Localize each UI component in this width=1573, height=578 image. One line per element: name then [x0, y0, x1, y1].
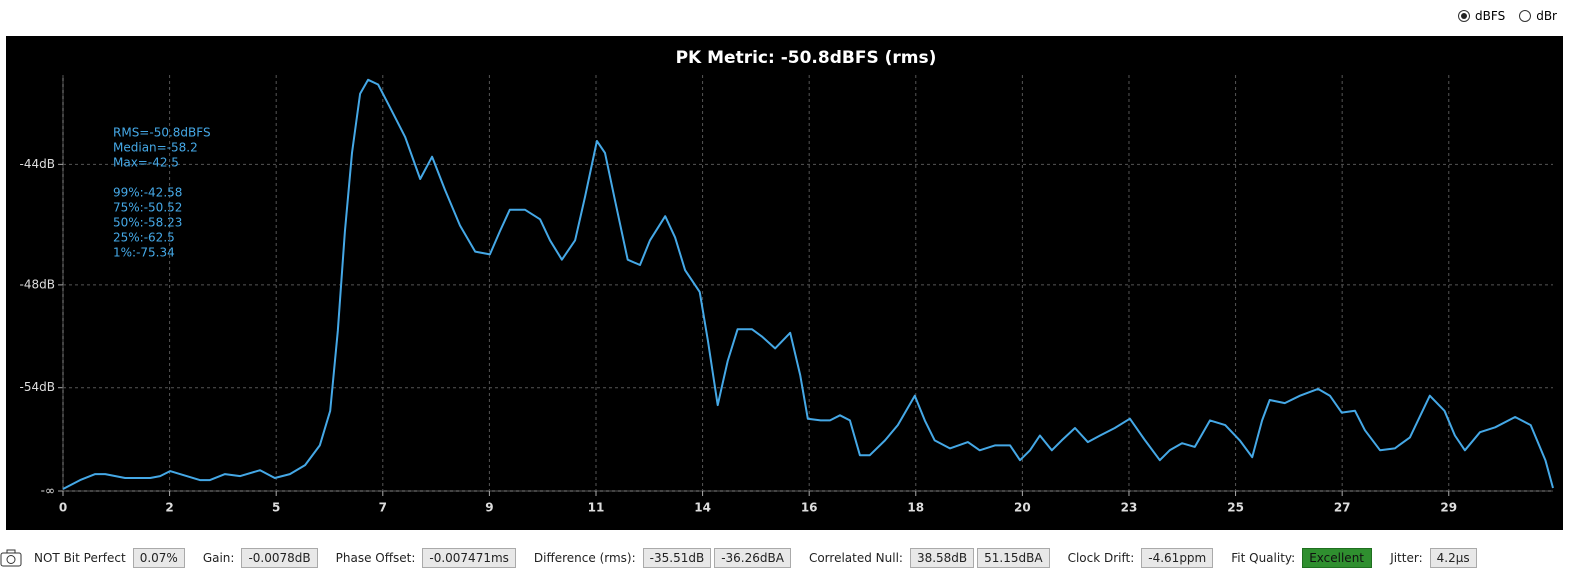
- status-label: Gain:: [202, 551, 235, 565]
- x-tick-label: 27: [1334, 501, 1351, 515]
- status-value: 38.58dB: [909, 548, 975, 568]
- status-label: Clock Drift:: [1067, 551, 1135, 565]
- x-tick-label: 2: [165, 501, 173, 515]
- status-field: Fit Quality: Excellent: [1231, 548, 1373, 568]
- status-value: 0.07%: [132, 548, 185, 568]
- percentile-annotation: 50%:-58.23: [113, 216, 182, 230]
- status-label: Phase Offset:: [335, 551, 416, 565]
- x-tick-label: 23: [1121, 501, 1138, 515]
- status-value: -0.0078dB: [241, 548, 318, 568]
- stat-annotation: Median=-58.2: [113, 141, 198, 155]
- x-tick-label: 0: [59, 501, 67, 515]
- chart-title: PK Metric: -50.8dBFS (rms): [676, 48, 937, 68]
- status-label: NOT Bit Perfect: [34, 551, 126, 565]
- chart-background: [6, 36, 1563, 530]
- status-value: 51.15dBA: [977, 548, 1050, 568]
- x-tick-label: 16: [801, 501, 818, 515]
- y-tick-label: -54dB: [20, 380, 55, 394]
- status-field: Correlated Null: 38.58dB 51.15dBA: [809, 548, 1050, 568]
- data-line: [62, 78, 1554, 490]
- status-field: Phase Offset: -0.007471ms: [336, 548, 516, 568]
- radio-dbr[interactable]: dBr: [1519, 9, 1557, 23]
- x-tick-label: 20: [1014, 501, 1031, 515]
- status-value: Excellent: [1302, 548, 1373, 568]
- stat-annotation: Max=-42.5: [113, 156, 179, 170]
- x-tick-label: 25: [1227, 501, 1244, 515]
- x-tick-label: 29: [1440, 501, 1457, 515]
- y-tick-label: -44dB: [20, 157, 55, 171]
- status-label: Fit Quality:: [1231, 551, 1296, 565]
- status-value: -35.51dB: [642, 548, 712, 568]
- status-value: 4.2µs: [1429, 548, 1477, 568]
- radio-indicator[interactable]: [1519, 10, 1532, 22]
- status-label: Jitter:: [1390, 551, 1423, 565]
- radio-label[interactable]: dBr: [1536, 9, 1557, 23]
- status-value: -36.26dBA: [714, 548, 791, 568]
- status-bar: NOT Bit Perfect 0.07% Gain: -0.0078dB Phase …: [0, 545, 1573, 571]
- unit-options: dBFS dBr: [1458, 9, 1557, 23]
- radio-dbfs[interactable]: dBFS: [1458, 9, 1505, 23]
- status-value: -4.61ppm: [1141, 548, 1214, 568]
- x-tick-label: 5: [272, 501, 280, 515]
- stat-annotation: RMS=-50.8dBFS: [113, 126, 211, 140]
- percentile-annotation: 1%:-75.34: [113, 246, 175, 260]
- status-fields: NOT Bit Perfect 0.07% Gain: -0.0078dB Phase …: [34, 548, 1495, 568]
- x-tick-label: 7: [379, 501, 387, 515]
- y-tick-label: -48dB: [20, 277, 55, 291]
- x-tick-label: 9: [485, 501, 493, 515]
- radio-indicator[interactable]: [1458, 10, 1471, 22]
- percentile-annotation: 99%:-42.58: [113, 186, 182, 200]
- percentile-annotation: 75%:-50.52: [113, 201, 182, 215]
- y-tick-label: -∞: [41, 484, 55, 498]
- status-label: Difference (rms):: [533, 551, 636, 565]
- chart: PK Metric: -50.8dBFS (rms) -∞ -54dB -48dB -…: [6, 36, 1563, 530]
- percentile-annotation: 25%:-62.5: [113, 231, 175, 245]
- x-tick-label: 18: [907, 501, 924, 515]
- status-field: Jitter: 4.2µs: [1390, 548, 1477, 568]
- x-tick-label: 14: [694, 501, 711, 515]
- status-field: Gain: -0.0078dB: [203, 548, 318, 568]
- status-value: -0.007471ms: [422, 548, 516, 568]
- status-field: Difference (rms): -35.51dB -36.26dBA: [534, 548, 791, 568]
- camera-icon[interactable]: [0, 549, 22, 567]
- status-field: NOT Bit Perfect 0.07%: [34, 548, 185, 568]
- status-label: Correlated Null:: [808, 551, 903, 565]
- radio-label[interactable]: dBFS: [1475, 9, 1506, 23]
- x-tick-label: 11: [588, 501, 605, 515]
- status-field: Clock Drift: -4.61ppm: [1068, 548, 1214, 568]
